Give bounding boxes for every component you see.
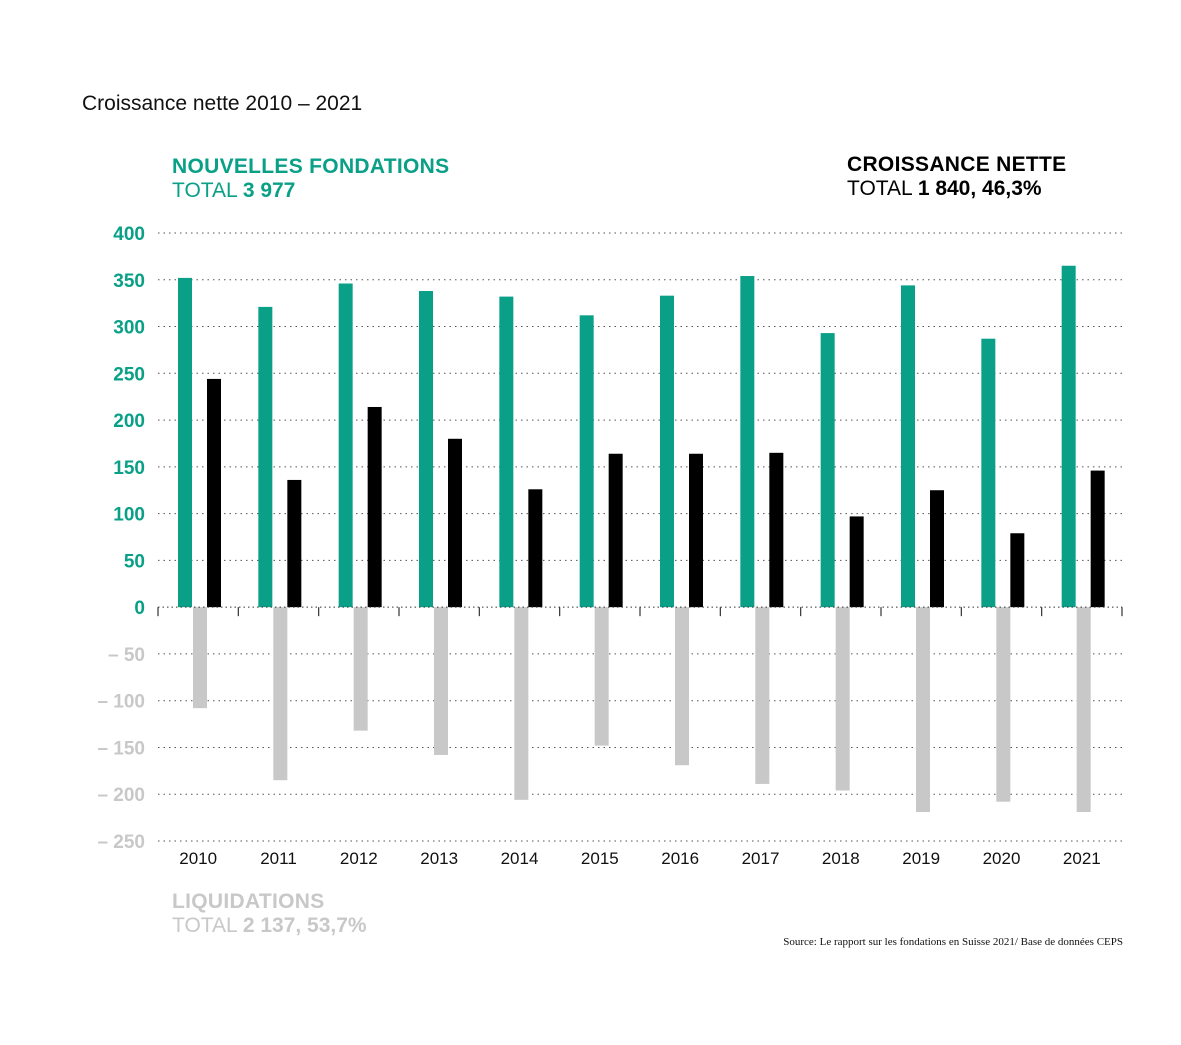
bar-net-growth (930, 490, 944, 608)
bar-new-foundations (419, 290, 433, 608)
bar-new-foundations (178, 277, 192, 608)
legend-liq-total-value: 2 137 (242, 914, 296, 937)
x-tick-label: 2013 (420, 849, 458, 868)
legend-net-total-suffix: , 46,3% (970, 177, 1042, 200)
bar-new-foundations (499, 296, 514, 608)
bar-liquidations (675, 607, 689, 766)
bar-new-foundations (901, 285, 915, 608)
x-tick-label: 2016 (661, 849, 699, 868)
bar-net-growth (528, 489, 543, 608)
y-tick-label: 150 (113, 458, 145, 479)
y-tick-label: – 200 (97, 785, 145, 806)
bar-new-foundations (338, 283, 353, 608)
x-tick-label: 2010 (179, 849, 217, 868)
legend-liquidations: LIQUIDATIONS TOTAL 2 137, 53,7% (172, 890, 367, 938)
bar-new-foundations (981, 338, 996, 608)
legend-new-foundations: NOUVELLES FONDATIONS TOTAL 3 977 (172, 155, 449, 203)
bar-new-foundations (660, 295, 674, 608)
bar-net-growth (608, 453, 623, 608)
bar-net-growth (689, 453, 703, 608)
bar-liquidations (514, 607, 529, 800)
bar-liquidations (755, 607, 770, 784)
bar-liquidations (594, 607, 609, 746)
bar-liquidations (353, 607, 368, 731)
x-tick-label: 2014 (501, 849, 539, 868)
bar-net-growth (207, 378, 221, 608)
bar-net-growth (367, 406, 382, 608)
bar-liquidations (193, 607, 207, 709)
x-tick-label: 2012 (340, 849, 378, 868)
legend-new-total-prefix: TOTAL (172, 179, 237, 202)
y-tick-label: 200 (113, 411, 145, 432)
y-tick-label: – 100 (97, 692, 145, 713)
y-tick-label: – 250 (97, 832, 145, 853)
legend-net-total-value: 1 840 (917, 177, 971, 200)
y-tick-label: – 150 (97, 738, 145, 759)
x-tick-label: 2018 (822, 849, 860, 868)
legend-liq-label: LIQUIDATIONS (172, 890, 325, 913)
bar-net-growth (849, 516, 864, 608)
bar-net-growth (1090, 470, 1105, 608)
x-tick-label: 2019 (902, 849, 940, 868)
bar-net-growth (1010, 533, 1025, 608)
source-note: Source: Le rapport sur les fondations en… (783, 936, 1123, 948)
legend-new-total-value: 3 977 (242, 179, 296, 202)
legend-new-label: NOUVELLES FONDATIONS (172, 155, 450, 178)
legend-liq-total-suffix: , 53,7% (295, 914, 367, 937)
bar-net-growth (448, 438, 462, 608)
bar-net-growth (769, 452, 784, 608)
bar-new-foundations (740, 276, 755, 608)
bar-liquidations (434, 607, 448, 755)
y-tick-label: 250 (113, 364, 145, 385)
bar-liquidations (835, 607, 850, 791)
y-tick-label: 100 (113, 505, 145, 526)
bar-new-foundations (1061, 265, 1076, 608)
y-tick-label: 350 (113, 271, 145, 292)
legend-new-total: TOTAL 3 977 (172, 179, 449, 203)
x-tick-label: 2020 (983, 849, 1021, 868)
legend-net-total: TOTAL 1 840, 46,3% (847, 177, 1067, 201)
x-tick-label: 2021 (1063, 849, 1101, 868)
bar-liquidations (996, 607, 1011, 802)
chart-title: Croissance nette 2010 – 2021 (82, 92, 363, 115)
bar-liquidations (916, 607, 930, 813)
bar-liquidations (273, 607, 288, 781)
y-tick-label: 400 (113, 224, 145, 245)
x-tick-label: 2017 (742, 849, 780, 868)
y-tick-label: 0 (134, 598, 145, 619)
y-tick-label: – 50 (108, 645, 145, 666)
legend-liq-total-prefix: TOTAL (172, 914, 237, 937)
legend-liq-total: TOTAL 2 137, 53,7% (172, 914, 367, 938)
y-tick-label: 300 (113, 318, 145, 339)
bar-new-foundations (820, 333, 835, 608)
x-tick-label: 2011 (260, 849, 297, 868)
legend-net-growth: CROISSANCE NETTE TOTAL 1 840, 46,3% (847, 153, 1067, 201)
y-tick-label: 50 (124, 551, 145, 572)
legend-net-total-prefix: TOTAL (847, 177, 912, 200)
x-tick-label: 2015 (581, 849, 619, 868)
bar-new-foundations (579, 315, 594, 608)
bar-new-foundations (258, 306, 273, 608)
bar-liquidations (1076, 607, 1091, 813)
bar-net-growth (287, 479, 302, 608)
legend-net-label: CROISSANCE NETTE (847, 153, 1067, 176)
